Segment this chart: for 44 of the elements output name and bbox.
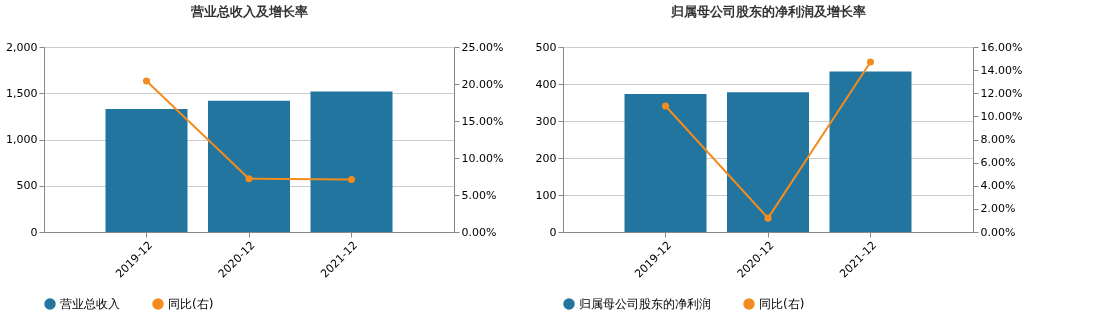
- bar: [624, 93, 707, 232]
- y-tick-label: 200: [535, 151, 557, 165]
- y2-tick-label: 2.00%: [980, 202, 1016, 216]
- y2-tick-label: 4.00%: [980, 179, 1016, 193]
- legend-label: 同比(右): [168, 297, 214, 311]
- legend-label: 归属母公司股东的净利润: [579, 297, 711, 311]
- y2-tick-label: 0.00%: [980, 225, 1016, 239]
- point: [142, 77, 151, 85]
- chart-title: 归属母公司股东的净利润及增长率: [669, 4, 866, 19]
- y2-tick-label: 0.00%: [461, 225, 497, 239]
- bar: [310, 91, 393, 232]
- point: [764, 214, 772, 222]
- point: [245, 175, 253, 183]
- bar: [829, 71, 912, 232]
- y2-tick-label: 25.00%: [461, 40, 504, 54]
- legend-label: 同比(右): [759, 297, 805, 311]
- bar: [105, 108, 188, 232]
- bar: [208, 100, 290, 232]
- y2-tick-label: 14.00%: [980, 63, 1023, 77]
- y2-tick-label: 5.00%: [461, 188, 497, 202]
- y-tick-label: 2,000: [6, 40, 38, 54]
- y-tick-label: 0: [30, 225, 38, 239]
- legend-label: 营业总收入: [60, 297, 120, 311]
- y2-tick-label: 15.00%: [461, 114, 504, 128]
- point: [661, 102, 670, 110]
- y-tick-label: 500: [16, 179, 38, 193]
- y-tick-label: 1,000: [6, 133, 38, 146]
- y-tick-label: 500: [535, 40, 557, 54]
- y-tick-label: 1,500: [6, 86, 38, 100]
- y-tick-label: 400: [535, 77, 557, 91]
- y2-tick-label: 10.00%: [980, 109, 1023, 123]
- y2-tick-label: 6.00%: [980, 156, 1016, 170]
- y2-tick-label: 12.00%: [980, 86, 1023, 100]
- y2-tick-label: 10.00%: [461, 151, 504, 165]
- y2-tick-label: 16.00%: [980, 40, 1023, 54]
- y-tick-label: 100: [535, 188, 557, 202]
- y-tick-label: 300: [535, 114, 557, 128]
- point: [347, 175, 356, 183]
- bar: [727, 92, 809, 232]
- y2-tick-label: 20.00%: [461, 77, 504, 91]
- y2-tick-label: 8.00%: [980, 133, 1016, 146]
- y-tick-label: 0: [549, 225, 557, 239]
- chart-title: 营业总收入及增长率: [189, 4, 308, 19]
- point: [866, 58, 875, 66]
